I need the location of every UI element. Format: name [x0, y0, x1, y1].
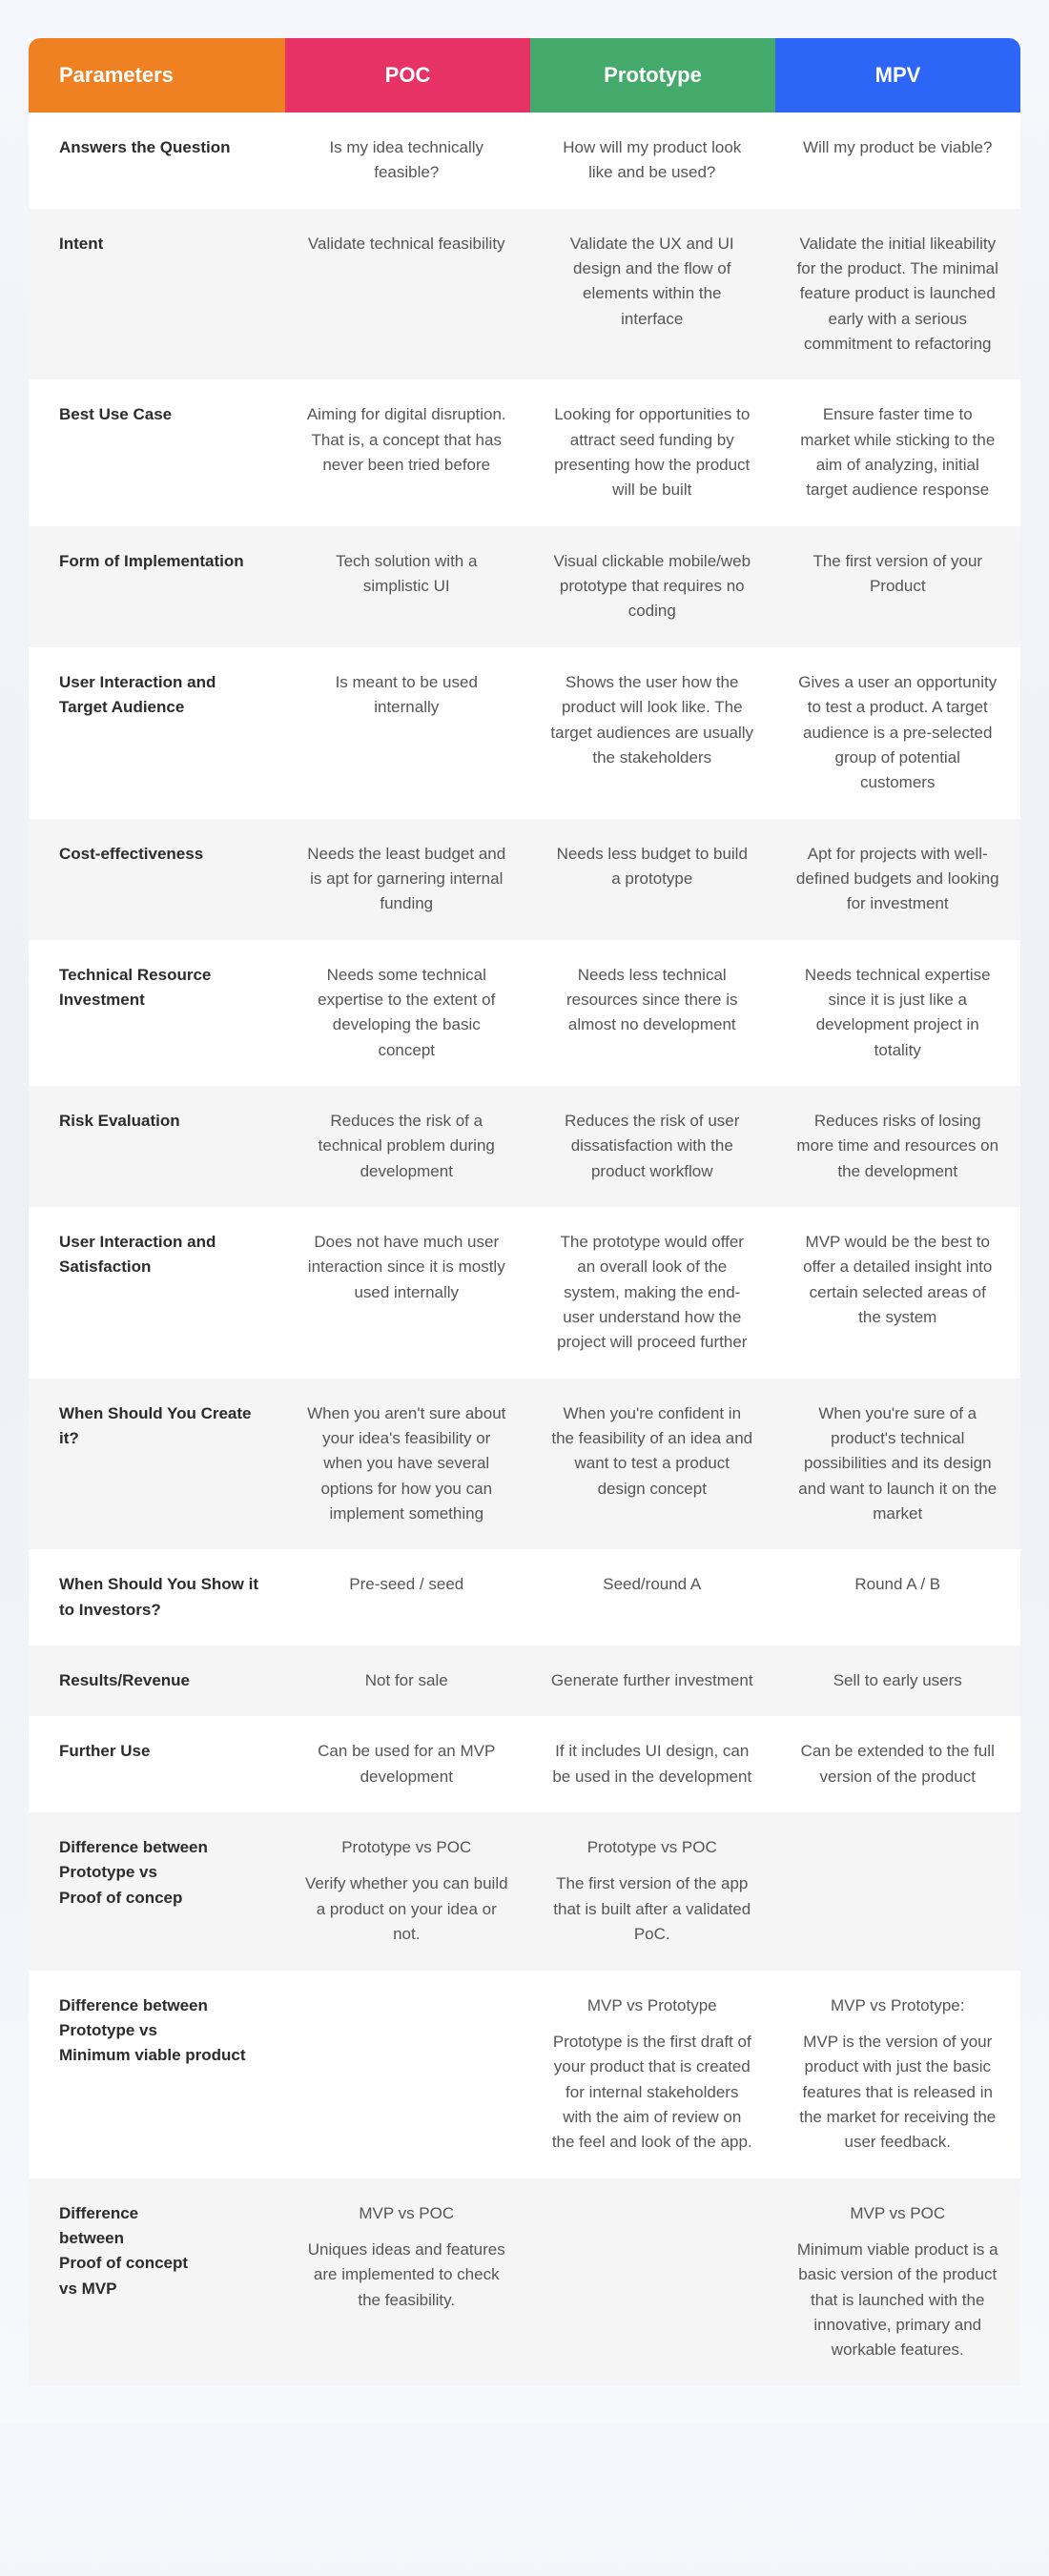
table-row: Further UseCan be used for an MVP develo… [29, 1716, 1020, 1812]
proto-cell: When you're confident in the feasibility… [529, 1379, 775, 1550]
param-label: Intent [29, 209, 284, 380]
proto-cell: Prototype vs POCThe first version of the… [529, 1812, 775, 1970]
table-row: Technical Resource InvestmentNeeds some … [29, 940, 1020, 1086]
header-poc: POC [285, 38, 530, 112]
mvp-cell: Will my product be viable? [775, 112, 1021, 209]
poc-cell: Prototype vs POCVerify whether you can b… [284, 1812, 530, 1970]
mvp-cell: The first version of your Product [775, 526, 1021, 647]
mvp-cell: When you're sure of a product's technica… [775, 1379, 1021, 1550]
poc-cell: Needs the least budget and is apt for ga… [284, 819, 530, 940]
poc-cell: Pre-seed / seed [284, 1549, 530, 1646]
proto-cell: Validate the UX and UI design and the fl… [529, 209, 775, 380]
mvp-cell: Apt for projects with well-defined budge… [775, 819, 1021, 940]
poc-cell: Does not have much user interaction sinc… [284, 1207, 530, 1379]
param-label: Results/Revenue [29, 1646, 284, 1716]
proto-cell: Seed/round A [529, 1549, 775, 1646]
proto-cell: How will my product look like and be use… [529, 112, 775, 209]
proto-cell: Looking for opportunities to attract see… [529, 379, 775, 525]
mvp-cell: Round A / B [775, 1549, 1021, 1646]
table-row: Answers the QuestionIs my idea technical… [29, 112, 1020, 209]
poc-cell: Validate technical feasibility [284, 209, 530, 380]
table-row: Difference between Prototype vs Proof of… [29, 1812, 1020, 1970]
mvp-cell: Ensure faster time to market while stick… [775, 379, 1021, 525]
mvp-cell: MVP vs POCMinimum viable product is a ba… [775, 2178, 1021, 2386]
poc-cell: Aiming for digital disruption. That is, … [284, 379, 530, 525]
mvp-cell [775, 1812, 1021, 1970]
proto-cell [529, 2178, 775, 2386]
proto-cell: Generate further investment [529, 1646, 775, 1716]
table-row: Difference between Proof of concept vs M… [29, 2178, 1020, 2386]
param-label: Technical Resource Investment [29, 940, 284, 1086]
mvp-cell: Gives a user an opportunity to test a pr… [775, 647, 1021, 819]
param-label: Difference between Proof of concept vs M… [29, 2178, 284, 2386]
proto-cell: The prototype would offer an overall loo… [529, 1207, 775, 1379]
param-label: Difference between Prototype vs Minimum … [29, 1971, 284, 2178]
mvp-cell: Sell to early users [775, 1646, 1021, 1716]
comparison-table: Parameters POC Prototype MPV Answers the… [29, 38, 1020, 2386]
mvp-cell: Validate the initial likeability for the… [775, 209, 1021, 380]
proto-cell: Visual clickable mobile/web prototype th… [529, 526, 775, 647]
table-row: Results/RevenueNot for saleGenerate furt… [29, 1646, 1020, 1716]
param-label: Form of Implementation [29, 526, 284, 647]
poc-cell: When you aren't sure about your idea's f… [284, 1379, 530, 1550]
header-mvp: MPV [775, 38, 1020, 112]
param-label: User Interaction and Satisfaction [29, 1207, 284, 1379]
poc-cell: MVP vs POCUniques ideas and features are… [284, 2178, 530, 2386]
table-row: When Should You Create it?When you aren'… [29, 1379, 1020, 1550]
mvp-cell: MVP vs Prototype:MVP is the version of y… [775, 1971, 1021, 2178]
param-label: Best Use Case [29, 379, 284, 525]
param-label: Difference between Prototype vs Proof of… [29, 1812, 284, 1970]
param-label: User Interaction and Target Audience [29, 647, 284, 819]
poc-cell: Is my idea technically feasible? [284, 112, 530, 209]
param-label: Further Use [29, 1716, 284, 1812]
poc-cell: Not for sale [284, 1646, 530, 1716]
proto-cell: If it includes UI design, can be used in… [529, 1716, 775, 1812]
table-row: Form of ImplementationTech solution with… [29, 526, 1020, 647]
poc-cell: Tech solution with a simplistic UI [284, 526, 530, 647]
proto-cell: Reduces the risk of user dissatisfaction… [529, 1086, 775, 1207]
param-label: When Should You Create it? [29, 1379, 284, 1550]
mvp-cell: Reduces risks of losing more time and re… [775, 1086, 1021, 1207]
header-prototype: Prototype [530, 38, 775, 112]
table-row: User Interaction and SatisfactionDoes no… [29, 1207, 1020, 1379]
table-header-row: Parameters POC Prototype MPV [29, 38, 1020, 112]
table-row: Best Use CaseAiming for digital disrupti… [29, 379, 1020, 525]
mvp-cell: MVP would be the best to offer a detaile… [775, 1207, 1021, 1379]
proto-cell: Shows the user how the product will look… [529, 647, 775, 819]
table-row: User Interaction and Target AudienceIs m… [29, 647, 1020, 819]
poc-cell: Is meant to be used internally [284, 647, 530, 819]
header-parameters: Parameters [29, 38, 285, 112]
poc-cell [284, 1971, 530, 2178]
poc-cell: Can be used for an MVP development [284, 1716, 530, 1812]
proto-cell: Needs less budget to build a prototype [529, 819, 775, 940]
proto-cell: Needs less technical resources since the… [529, 940, 775, 1086]
param-label: Risk Evaluation [29, 1086, 284, 1207]
mvp-cell: Can be extended to the full version of t… [775, 1716, 1021, 1812]
table-row: IntentValidate technical feasibilityVali… [29, 209, 1020, 380]
param-label: Cost-effectiveness [29, 819, 284, 940]
param-label: Answers the Question [29, 112, 284, 209]
param-label: When Should You Show it to Investors? [29, 1549, 284, 1646]
mvp-cell: Needs technical expertise since it is ju… [775, 940, 1021, 1086]
table-row: Difference between Prototype vs Minimum … [29, 1971, 1020, 2178]
poc-cell: Needs some technical expertise to the ex… [284, 940, 530, 1086]
table-row: Cost-effectivenessNeeds the least budget… [29, 819, 1020, 940]
proto-cell: MVP vs PrototypePrototype is the first d… [529, 1971, 775, 2178]
table-row: When Should You Show it to Investors?Pre… [29, 1549, 1020, 1646]
poc-cell: Reduces the risk of a technical problem … [284, 1086, 530, 1207]
table-row: Risk EvaluationReduces the risk of a tec… [29, 1086, 1020, 1207]
